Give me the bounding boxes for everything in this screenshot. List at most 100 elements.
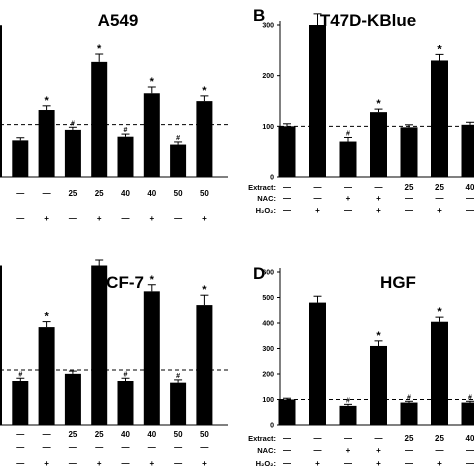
bar (339, 405, 357, 425)
condition-extract: 25 (68, 189, 77, 198)
bar (339, 141, 357, 177)
condition-nac: — (314, 194, 322, 203)
condition-extract: 40 (147, 189, 156, 198)
significance-star: * (437, 43, 442, 55)
condition-nac: — (283, 194, 291, 203)
significance-hash: # (468, 394, 472, 401)
condition-extract: 40 (121, 189, 130, 198)
bar (38, 110, 55, 177)
significance-star: * (150, 76, 155, 88)
condition-h2o2: — (405, 459, 413, 468)
condition-nac: + (376, 446, 381, 455)
condition-extract: 25 (405, 183, 414, 192)
bar (431, 60, 448, 177)
significance-star: * (437, 306, 442, 318)
bar (170, 144, 187, 177)
bar (12, 381, 29, 425)
row-label-extract: Extract: (248, 434, 276, 443)
bar (143, 93, 160, 177)
condition-extract: 25 (435, 434, 444, 443)
condition-h2o2: + (202, 214, 207, 223)
bar (170, 382, 187, 425)
condition-extract: 25 (68, 430, 77, 439)
panel-a549: A549 * # * # * # * — — 25 25 40 40 50 50 — + — + — + — + (0, 11, 228, 223)
condition-nac: — (436, 446, 444, 455)
condition-h2o2: — (16, 214, 24, 223)
condition-h2o2: + (149, 459, 154, 468)
bar (64, 373, 81, 425)
bar (117, 381, 134, 425)
bar (12, 140, 29, 177)
y-tick-label: 300 (262, 23, 274, 30)
condition-nac: — (43, 443, 51, 452)
bar (38, 327, 55, 425)
panel-t47d-kblue: T47D-KBlue B 0 100 200 300 # * * Extract: — — — — 25 25… (248, 6, 474, 215)
y-tick-label: 600 (262, 270, 274, 277)
condition-nac: + (346, 446, 351, 455)
y-tick-label: 100 (262, 124, 274, 131)
bar (143, 291, 160, 425)
condition-nac: — (95, 443, 103, 452)
condition-h2o2: + (315, 459, 320, 468)
panel-letter: B (253, 6, 265, 25)
bar (91, 61, 108, 177)
significance-star: * (97, 43, 102, 55)
condition-extract: — (344, 434, 352, 443)
condition-nac: — (16, 443, 24, 452)
bar (278, 126, 296, 177)
condition-h2o2: — (466, 459, 474, 468)
significance-hash: # (346, 130, 350, 137)
panel-title: T47D-KBlue (320, 11, 416, 30)
y-tick-label: 0 (270, 423, 274, 430)
condition-h2o2: + (202, 459, 207, 468)
significance-hash: # (407, 394, 411, 401)
condition-h2o2: — (283, 459, 291, 468)
condition-h2o2: + (315, 206, 320, 215)
condition-extract: 25 (435, 183, 444, 192)
y-tick-label: 500 (262, 295, 274, 302)
condition-extract: — (314, 183, 322, 192)
condition-h2o2: + (149, 214, 154, 223)
condition-extract: 50 (174, 189, 183, 198)
condition-nac: — (466, 446, 474, 455)
condition-h2o2: — (405, 206, 413, 215)
bar (400, 127, 418, 177)
bar (196, 305, 213, 425)
condition-extract: — (16, 430, 24, 439)
condition-h2o2: — (344, 206, 352, 215)
row-label-extract: Extract: (248, 183, 276, 192)
condition-extract: 40 (147, 430, 156, 439)
condition-extract: 25 (405, 434, 414, 443)
condition-h2o2: + (44, 214, 49, 223)
significance-hash: # (124, 127, 128, 134)
condition-extract: — (43, 189, 51, 198)
bar (278, 399, 296, 425)
significance-star: * (44, 311, 49, 323)
significance-star: * (376, 330, 381, 342)
condition-h2o2: + (97, 214, 102, 223)
condition-extract: 25 (95, 189, 104, 198)
condition-h2o2: — (174, 214, 182, 223)
condition-h2o2: + (44, 459, 49, 468)
condition-nac: — (405, 446, 413, 455)
condition-h2o2: + (437, 459, 442, 468)
bar (431, 321, 448, 425)
condition-extract: 40 (466, 183, 474, 192)
bar (0, 25, 2, 177)
significance-hash: # (71, 120, 75, 127)
bar (91, 265, 108, 425)
condition-h2o2: — (283, 206, 291, 215)
panel-title: A549 (98, 11, 139, 30)
significance-star: * (202, 284, 207, 296)
condition-h2o2: — (344, 459, 352, 468)
bar (370, 112, 387, 177)
panel-mcf-7: MCF-7#*#*#*— —25 25 40 40 50 50— — — — — — — —— + — + — + —… (0, 259, 228, 468)
y-tick-label: 200 (262, 372, 274, 379)
condition-h2o2: — (16, 459, 24, 468)
condition-h2o2: + (97, 459, 102, 468)
condition-nac: — (405, 194, 413, 203)
y-tick-label: 0 (270, 175, 274, 182)
row-label-nac: NAC: (257, 446, 276, 455)
condition-extract: — (375, 183, 383, 192)
condition-nac: + (376, 194, 381, 203)
